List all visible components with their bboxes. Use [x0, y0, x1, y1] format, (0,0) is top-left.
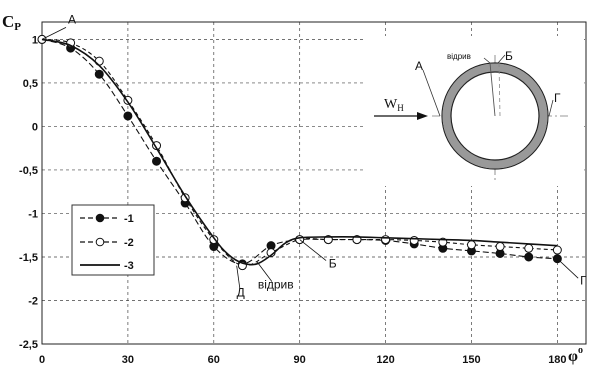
annotation-leader	[299, 239, 327, 261]
legend-label-3: -3	[124, 260, 134, 272]
y-tick-label: -1	[28, 208, 38, 220]
legend-label-2: -2	[124, 237, 134, 249]
annotation-leader	[256, 261, 273, 282]
inset-label-g: Г	[554, 91, 561, 105]
x-tick-label: 90	[294, 354, 306, 366]
legend-label-1: -1	[124, 213, 134, 225]
series-line-3	[41, 38, 558, 266]
series-1-point	[94, 69, 104, 79]
x-tick-label: 30	[122, 354, 134, 366]
x-tick-label: 150	[462, 354, 480, 366]
cylinder-outer-ring	[441, 62, 549, 170]
point-b-line	[498, 62, 501, 117]
x-axis-label: φo	[568, 345, 583, 365]
inset-label-b: Б	[505, 49, 513, 63]
series-2-point	[552, 245, 562, 255]
annotation-leader	[41, 27, 67, 40]
y-axis-label: CP	[2, 12, 21, 33]
leader-a	[422, 69, 441, 117]
annotation-leader	[557, 258, 579, 279]
inset-label-a: А	[415, 59, 423, 73]
series-2-point	[94, 56, 104, 66]
legend-marker-1	[95, 213, 105, 223]
flow-velocity-label: WН	[384, 97, 404, 113]
annotation-label: відрив	[258, 277, 294, 291]
y-axis-ticks: 1 0,5 0 -0,5 -1 -1,5 -2 -2,5	[19, 34, 38, 351]
series-1-point	[123, 111, 133, 121]
inset-label-otryv: відрив	[447, 52, 471, 61]
y-tick-label: 1	[32, 34, 38, 46]
series-2-point	[495, 242, 505, 252]
series-2-point	[524, 243, 534, 253]
x-axis-ticks: 0 30 60 90 120 150 180	[39, 354, 567, 366]
annotation-label: Д	[237, 286, 245, 300]
y-tick-label: -0,5	[19, 165, 38, 177]
series-2-point	[466, 240, 476, 250]
leader-b	[497, 54, 506, 64]
series-1-point	[524, 252, 534, 262]
flow-arrow-head-icon	[417, 112, 428, 120]
x-tick-label: 180	[548, 354, 566, 366]
separation-line	[489, 62, 496, 117]
plot-frame	[41, 21, 587, 345]
annotation-leader	[236, 265, 241, 289]
cylinder-wall	[442, 63, 548, 169]
y-tick-label: 0	[32, 121, 38, 133]
legend-marker-2	[95, 237, 105, 247]
x-tick-label: 120	[376, 354, 394, 366]
series-2-point	[409, 235, 419, 245]
annotation-label: Г	[580, 274, 587, 288]
x-tick-label: 0	[39, 354, 45, 366]
y-tick-label: -2,5	[19, 339, 38, 351]
series-2-point	[381, 235, 391, 245]
x-tick-label: 60	[208, 354, 220, 366]
annotation-label: Б	[329, 257, 337, 271]
leader-otryv	[483, 57, 491, 64]
leader-g	[548, 99, 554, 117]
y-tick-label: -1,5	[19, 252, 38, 264]
cylinder-inset: WН А відрив Б Г	[366, 36, 584, 186]
series-1-point	[152, 156, 162, 166]
legend-box	[71, 204, 155, 276]
annotation-label: А	[68, 12, 76, 26]
y-tick-label: 0,5	[23, 78, 38, 90]
y-tick-label: -2	[28, 295, 38, 307]
legend: -1 -2 -3	[71, 204, 155, 276]
